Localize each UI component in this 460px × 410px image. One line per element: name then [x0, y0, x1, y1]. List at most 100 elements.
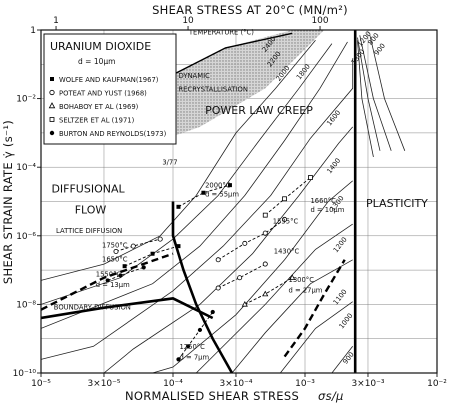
point-label: d = 27μm — [289, 287, 323, 295]
data-point — [130, 243, 136, 249]
data-point — [113, 248, 119, 254]
x-tick-label: 3×10⁻⁵ — [87, 379, 120, 389]
contour-1300 — [357, 40, 374, 157]
point-label: d = 10μm — [310, 206, 344, 214]
point-label: 1650°C — [102, 255, 128, 263]
region-label: BOUNDARY DIFFUSION — [54, 304, 131, 312]
data-point — [141, 265, 146, 270]
legend-marker — [49, 130, 55, 136]
contour-2000 — [41, 41, 348, 329]
data-point — [210, 309, 215, 315]
y-tick-label: 1 — [30, 26, 36, 36]
recrystallisation-band — [173, 30, 325, 137]
contour-1200 — [357, 37, 381, 151]
data-point — [289, 274, 296, 280]
data-point — [157, 236, 163, 242]
contour-1200 — [231, 259, 353, 373]
top-tick-label: 100 — [311, 16, 328, 26]
experiment-line — [217, 219, 285, 261]
experiment-line — [178, 311, 214, 360]
experiment-line — [115, 238, 161, 252]
experiment-line — [283, 259, 346, 358]
legend-label: WOLFE AND KAUFMAN(1967) — [59, 76, 159, 84]
data-point — [262, 261, 268, 267]
experiment-line — [218, 263, 266, 289]
contour-label: 900 — [373, 42, 387, 57]
legend-marker — [48, 102, 56, 109]
data-point — [201, 190, 206, 195]
contour-label: 900 — [341, 351, 355, 366]
x-tick-label: 3×10⁻³ — [351, 379, 384, 389]
contour-2200 — [41, 43, 333, 305]
region-label: DYNAMIC — [178, 72, 210, 80]
legend-marker — [49, 117, 55, 122]
point-label: 1750°C — [102, 242, 128, 250]
y-tick-label: 10⁻⁸ — [16, 300, 36, 310]
boundary-line — [171, 201, 234, 373]
experiment-line — [124, 245, 179, 267]
region-label: FLOW — [75, 203, 107, 216]
top-tick-label: 10 — [182, 16, 194, 26]
contour-label: 1400 — [325, 157, 342, 176]
contour-1400 — [152, 180, 353, 373]
x-ticks: 10⁻⁵ 3×10⁻⁵ 10⁻⁴ 3×10⁻⁴ 10⁻³ 3×10⁻³ 10⁻² — [31, 373, 447, 389]
contour-800 — [369, 35, 406, 151]
legend-box: URANIUM DIOXIDE d = 10μm WOLFE AND KAUFM… — [43, 33, 177, 145]
data-point — [185, 344, 191, 349]
x-tick-label: 3×10⁻⁴ — [219, 379, 252, 389]
region-label: TEMPERATURE (°C) — [188, 28, 254, 36]
data-point — [150, 251, 155, 256]
contour-900 — [359, 35, 392, 151]
contour-1000 — [331, 346, 354, 373]
data-point — [227, 183, 232, 188]
point-label: 1535°C — [273, 217, 299, 225]
data-point — [122, 264, 127, 269]
plot-frame — [40, 29, 438, 374]
y-tick-label: 10⁻² — [16, 95, 36, 105]
point-label: 1550°C — [96, 271, 122, 279]
experiment-line — [178, 184, 231, 208]
x-tick-label: 10⁻⁴ — [163, 379, 183, 389]
data-point — [282, 216, 288, 222]
region-label: POWER LAW CREEP — [205, 104, 313, 117]
data-point — [215, 285, 221, 291]
point-label: 1300°C — [289, 276, 315, 284]
region-label: DIFFUSIONAL — [51, 183, 125, 196]
data-point — [308, 175, 313, 180]
contour-1100 — [279, 301, 353, 373]
data-point — [176, 244, 181, 249]
contour-label: 1000 — [337, 312, 354, 331]
point-label: 2000°C — [205, 181, 231, 189]
top-axis-title: SHEAR STRESS AT 20°C (MN/m²) — [152, 3, 348, 17]
data-point — [215, 257, 221, 263]
x-axis-symbol: σs/μ — [318, 389, 344, 403]
x-tick-label: 10⁻² — [427, 379, 447, 389]
contour-2400 — [41, 40, 316, 281]
contour-label: 1200 — [332, 236, 349, 255]
legend-label: BOHABOY ET AL (1969) — [59, 103, 139, 111]
data-point — [262, 230, 268, 236]
region-label: RECRYSTALLISATION — [178, 86, 248, 94]
chart-title: URANIUM DIOXIDE — [50, 40, 151, 53]
experimental-data — [41, 175, 346, 362]
experiment-line — [41, 252, 174, 311]
contour-label: 1600 — [325, 109, 342, 128]
data-point — [105, 278, 110, 283]
y-tick-label: 10⁻⁴ — [16, 163, 36, 173]
contour-label: 1100 — [332, 288, 349, 307]
data-point — [237, 275, 243, 281]
data-point — [176, 357, 181, 362]
data-point — [241, 300, 248, 307]
y-ticks: 1 10⁻² 10⁻⁴ 10⁻⁶ 10⁻⁸ 10⁻¹⁰ — [13, 26, 41, 379]
legend: WOLFE AND KAUFMAN(1967) POTEAT AND YUST (… — [48, 76, 167, 138]
point-label: d = 7μm — [179, 353, 209, 361]
point-label: 1430°C — [274, 248, 300, 256]
contour-label: 1800 — [295, 63, 312, 82]
data-point — [118, 273, 123, 278]
point-label: 1660°C — [310, 197, 336, 205]
boundary-line — [172, 32, 293, 76]
boundary-line — [41, 297, 214, 320]
top-tick-label: 1 — [53, 16, 59, 26]
data-point — [282, 196, 287, 202]
